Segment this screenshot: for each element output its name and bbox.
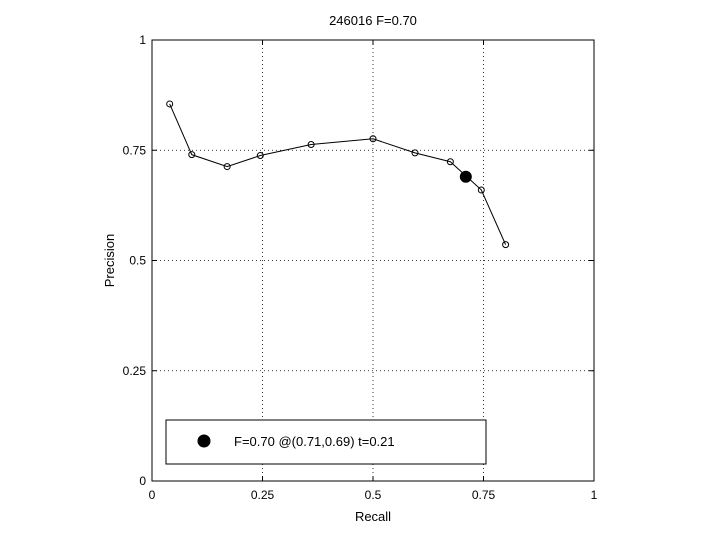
legend-label: F=0.70 @(0.71,0.69) t=0.21 — [234, 434, 395, 449]
optimal-f-point — [459, 170, 472, 183]
y-tick-label: 0.75 — [123, 143, 147, 157]
series-point — [256, 152, 264, 160]
series-point — [446, 158, 454, 166]
x-tick-label: 0.25 — [251, 488, 275, 502]
x-tick-label: 0.5 — [365, 488, 382, 502]
grid-lines — [152, 40, 594, 481]
x-tick-label: 0 — [149, 488, 156, 502]
y-tick-label: 0.5 — [129, 254, 146, 268]
legend-box — [165, 419, 487, 465]
series-point — [369, 135, 377, 143]
series-layer — [166, 100, 510, 249]
series-point — [477, 186, 485, 194]
legend-marker — [197, 434, 211, 448]
series-line — [169, 103, 507, 245]
x-tick-label: 0.75 — [472, 488, 496, 502]
legend: F=0.70 @(0.71,0.69) t=0.21 — [165, 419, 487, 465]
x-tick-label: 1 — [591, 488, 598, 502]
series-point — [223, 163, 231, 171]
y-tick-label: 0 — [139, 474, 146, 488]
x-axis-title: Recall — [355, 509, 391, 524]
series-point — [166, 100, 174, 108]
series-point — [502, 241, 510, 249]
series-point — [307, 141, 315, 149]
axis-ticks: 0 0.25 0.5 0.75 1 0 0.25 0.5 0.75 1 — [123, 33, 598, 502]
y-axis-title: Precision — [102, 234, 117, 287]
series-point — [411, 149, 419, 157]
chart-title: 246016 F=0.70 — [329, 13, 417, 28]
series-point — [188, 151, 196, 159]
y-tick-label: 1 — [139, 33, 146, 47]
y-tick-label: 0.25 — [123, 364, 147, 378]
